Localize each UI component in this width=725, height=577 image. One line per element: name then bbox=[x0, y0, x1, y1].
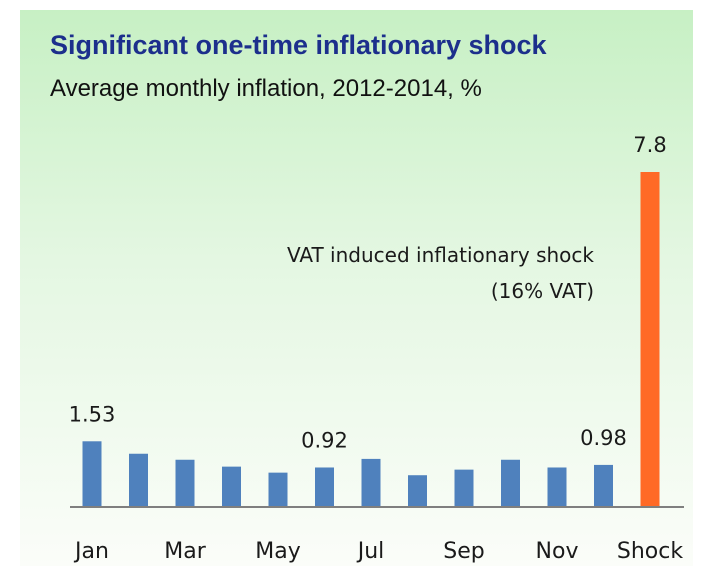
bar-jan bbox=[82, 441, 102, 507]
x-tick-label-may: May bbox=[255, 539, 300, 564]
data-label-dec: 0.98 bbox=[580, 426, 627, 450]
data-label-jan: 1.53 bbox=[69, 402, 116, 426]
x-tick-label-jan: Jan bbox=[73, 539, 109, 564]
bar-jun bbox=[315, 467, 334, 507]
x-tick-label-nov: Nov bbox=[536, 539, 579, 564]
bar-sep bbox=[454, 469, 474, 507]
bar-feb bbox=[129, 453, 148, 507]
bar-shock bbox=[640, 172, 660, 507]
bars-layer bbox=[82, 172, 660, 507]
bar-aug bbox=[408, 475, 427, 507]
data-label-shock: 7.8 bbox=[633, 133, 666, 157]
bar-apr bbox=[222, 466, 241, 507]
chart-title: Significant one-time inflationary shock bbox=[50, 30, 547, 60]
bar-mar bbox=[175, 459, 195, 507]
annotation-line-1: VAT induced inflationary shock bbox=[287, 243, 594, 267]
x-tick-labels: Jan Mar May Jul Sep Nov Shock bbox=[73, 539, 683, 564]
x-tick-label-shock: Shock bbox=[617, 539, 683, 564]
bar-oct bbox=[501, 459, 520, 507]
data-label-jun: 0.92 bbox=[301, 428, 348, 452]
x-tick-label-jul: Jul bbox=[356, 539, 385, 564]
chart-subtitle: Average monthly inflation, 2012-2014, % bbox=[50, 75, 482, 102]
bar-dec bbox=[594, 464, 613, 507]
x-tick-label-sep: Sep bbox=[443, 539, 484, 564]
x-tick-label-mar: Mar bbox=[164, 539, 206, 564]
bar-jul bbox=[361, 458, 381, 507]
bar-nov bbox=[547, 467, 567, 507]
data-labels: 1.53 0.92 0.98 7.8 bbox=[69, 133, 667, 452]
annotation-line-2: (16% VAT) bbox=[491, 279, 594, 303]
bar-may bbox=[268, 472, 288, 507]
